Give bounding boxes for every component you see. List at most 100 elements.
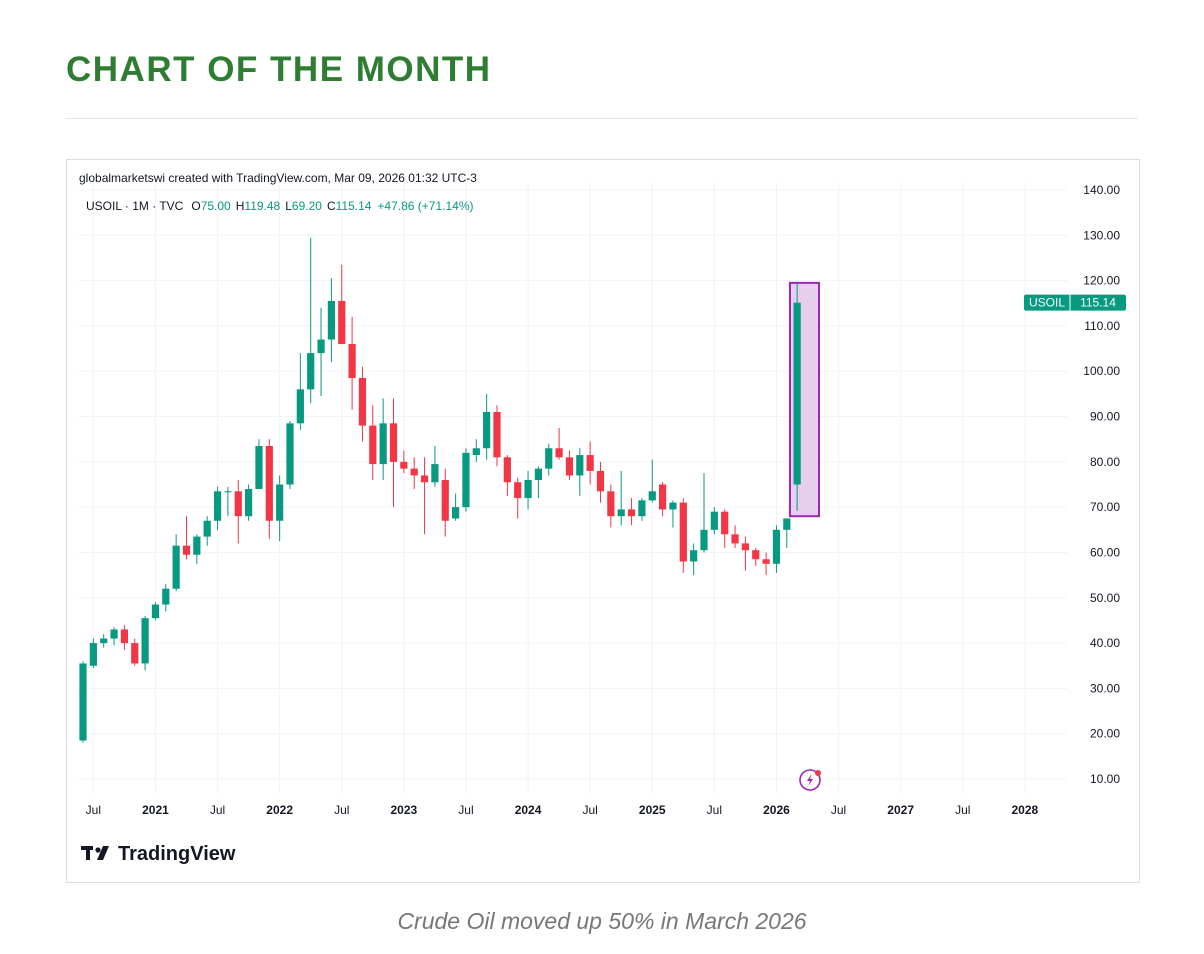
candle-body xyxy=(721,511,729,535)
candle-body xyxy=(545,448,553,469)
candle-body xyxy=(586,455,594,471)
x-tick-label: Jul xyxy=(210,803,225,817)
candle-2025-01 xyxy=(648,459,656,503)
candle-body xyxy=(234,491,242,517)
y-axis: 140.00 130.00 120.00 110.00 100.00 90.00 80.00… xyxy=(1083,183,1120,786)
candle-body xyxy=(638,500,646,517)
candle-body xyxy=(379,423,387,465)
candle-2022-08 xyxy=(348,316,356,410)
candle-2024-08 xyxy=(596,461,605,503)
candle-2023-07 xyxy=(462,448,470,512)
tradingview-logo-text: TradingView xyxy=(118,843,236,865)
x-tick-label: Jul xyxy=(86,803,101,817)
candle-body xyxy=(431,464,439,483)
price-tag-symbol: USOIL xyxy=(1029,296,1065,310)
candle-2022-02 xyxy=(286,421,294,490)
candle-2023-09 xyxy=(483,393,491,460)
x-tick-label: 2024 xyxy=(515,803,542,817)
candle-body xyxy=(193,536,201,555)
candle-2023-08 xyxy=(472,439,480,462)
candle-2021-12 xyxy=(265,439,273,539)
candle-body xyxy=(772,529,781,564)
y-tick-label: 130.00 xyxy=(1083,228,1120,242)
candle-body xyxy=(503,457,511,483)
candle-body xyxy=(648,491,656,501)
candle-2020-09 xyxy=(110,627,118,646)
x-tick-label: Jul xyxy=(831,803,846,817)
candle-body xyxy=(741,543,749,551)
title-divider xyxy=(66,118,1138,119)
candle-2021-01 xyxy=(151,602,160,621)
candle-2024-01 xyxy=(524,470,532,510)
candle-2024-04 xyxy=(555,427,563,460)
candle-body xyxy=(296,389,304,424)
candle-2021-09 xyxy=(234,479,242,544)
legend-high-value: 119.48 xyxy=(244,199,280,213)
x-tick-label: Jul xyxy=(707,803,722,817)
grid-lines xyxy=(78,182,1067,794)
candle-body xyxy=(752,550,760,560)
candle-2025-03 xyxy=(669,500,677,528)
candle-2022-04 xyxy=(307,237,315,403)
candle-body xyxy=(493,412,501,458)
candle-2025-08 xyxy=(721,509,729,548)
page-title: CHART OF THE MONTH xyxy=(66,50,492,89)
candle-body xyxy=(690,550,698,562)
candle-2023-11 xyxy=(503,455,511,496)
candle-2022-06 xyxy=(327,278,335,363)
candle-body xyxy=(410,468,418,476)
candle-2021-02 xyxy=(162,584,170,612)
candle-body xyxy=(182,545,191,555)
candle-body xyxy=(462,452,470,508)
x-tick-label: 2026 xyxy=(763,803,790,817)
candle-2025-02 xyxy=(659,482,667,517)
legend-low-label: L xyxy=(285,199,292,213)
chart-caption: Crude Oil moved up 50% in March 2026 xyxy=(397,908,807,934)
candle-2021-08 xyxy=(224,486,232,517)
candle-2022-05 xyxy=(317,307,325,397)
candle-body xyxy=(389,423,398,462)
candle-2025-09 xyxy=(731,525,739,548)
candle-2021-06 xyxy=(203,516,211,546)
candle-body xyxy=(172,545,180,589)
candle-body xyxy=(659,484,667,510)
candle-body xyxy=(203,520,211,537)
candle-body xyxy=(607,491,615,517)
x-tick-label: Jul xyxy=(334,803,349,817)
x-tick-label: Jul xyxy=(955,803,970,817)
candle-2021-05 xyxy=(193,534,201,564)
candle-2025-05 xyxy=(690,543,698,576)
candle-2023-10 xyxy=(493,405,501,467)
candle-2025-10 xyxy=(741,536,749,571)
candle-body xyxy=(762,559,770,564)
candle-2026-03 xyxy=(793,282,801,511)
candle-body xyxy=(441,479,449,521)
candle-body xyxy=(338,301,346,345)
candle-body xyxy=(669,502,677,510)
candle-body xyxy=(555,448,563,458)
candle-body xyxy=(514,482,522,499)
x-tick-label: 2025 xyxy=(639,803,666,817)
candle-body xyxy=(483,412,491,449)
candle-body xyxy=(213,491,222,521)
candle-body xyxy=(358,378,367,426)
y-tick-label: 40.00 xyxy=(1090,636,1120,650)
candle-2024-09 xyxy=(607,484,615,528)
tradingview-chart[interactable]: 140.00 130.00 120.00 110.00 100.00 90.00 80.00… xyxy=(67,160,1141,884)
candle-2024-11 xyxy=(627,498,636,526)
lightning-icon[interactable] xyxy=(799,769,821,791)
candle-2021-10 xyxy=(245,484,253,521)
x-tick-label: Jul xyxy=(582,803,597,817)
candle-2022-09 xyxy=(358,366,367,442)
candle-2022-03 xyxy=(296,353,304,431)
candle-body xyxy=(576,455,584,476)
candle-body xyxy=(731,534,739,544)
candle-body xyxy=(452,507,460,519)
candle-2023-12 xyxy=(514,477,522,519)
candle-2022-11 xyxy=(379,398,387,480)
candle-body xyxy=(793,302,801,485)
candle-2020-06 xyxy=(79,661,87,743)
candle-body xyxy=(245,489,253,517)
x-tick-label: 2022 xyxy=(266,803,293,817)
legend-open-value: 75.00 xyxy=(201,199,231,213)
